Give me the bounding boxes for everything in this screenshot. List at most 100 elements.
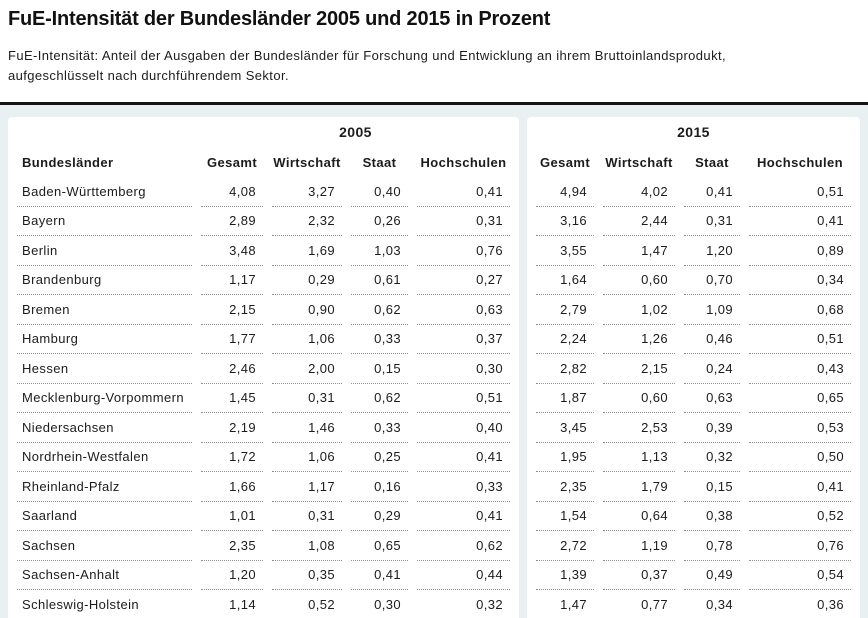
value-cell-2015: 0,41 bbox=[749, 207, 851, 236]
subtitle-line-1: FuE-Intensität: Anteil der Ausgaben der … bbox=[8, 48, 726, 63]
value-cell-2015: 0,77 bbox=[603, 590, 675, 618]
value-cell-2005: 0,31 bbox=[272, 384, 342, 413]
value-cell-2015: 0,49 bbox=[684, 561, 740, 590]
table-row: Saarland 1,01 0,31 0,29 0,41 bbox=[17, 502, 510, 531]
table-row: 1,95 1,13 0,32 0,50 bbox=[536, 443, 851, 472]
value-cell-2005: 1,06 bbox=[272, 443, 342, 472]
value-cell-2015: 1,64 bbox=[536, 266, 594, 295]
page-title: FuE-Intensität der Bundesländer 2005 und… bbox=[8, 8, 551, 30]
state-name: Schleswig-Holstein bbox=[17, 590, 192, 618]
value-cell-2015: 2,82 bbox=[536, 354, 594, 384]
value-cell-2005: 0,44 bbox=[417, 561, 510, 590]
value-cell-2015: 0,46 bbox=[684, 325, 740, 354]
state-name: Rheinland-Pfalz bbox=[17, 472, 192, 502]
value-cell-2005: 0,33 bbox=[417, 472, 510, 502]
value-cell-2005: 2,46 bbox=[201, 354, 263, 384]
group-header-row-2005: 2005 bbox=[17, 117, 510, 147]
value-cell-2005: 0,63 bbox=[417, 295, 510, 325]
value-cell-2005: 3,48 bbox=[201, 236, 263, 266]
state-name: Brandenburg bbox=[17, 266, 192, 295]
value-cell-2015: 3,16 bbox=[536, 207, 594, 236]
value-cell-2005: 1,14 bbox=[201, 590, 263, 618]
value-cell-2005: 2,00 bbox=[272, 354, 342, 384]
value-cell-2005: 2,15 bbox=[201, 295, 263, 325]
header: FuE-Intensität der Bundesländer 2005 und… bbox=[0, 0, 868, 86]
value-cell-2005: 0,41 bbox=[417, 177, 510, 207]
value-cell-2005: 0,35 bbox=[272, 561, 342, 590]
table-row: Baden-Württemberg 4,08 3,27 0,40 0,41 bbox=[17, 177, 510, 207]
state-name: Sachsen bbox=[17, 531, 192, 561]
value-cell-2005: 0,41 bbox=[351, 561, 408, 590]
table-row: Schleswig-Holstein 1,14 0,52 0,30 0,32 bbox=[17, 590, 510, 618]
value-cell-2015: 0,68 bbox=[749, 295, 851, 325]
page-subtitle: FuE-Intensität: Anteil der Ausgaben der … bbox=[8, 46, 860, 86]
value-cell-2005: 0,16 bbox=[351, 472, 408, 502]
value-cell-2015: 0,38 bbox=[684, 502, 740, 531]
subtitle-line-2: aufgeschlüsselt nach durchführendem Sekt… bbox=[8, 68, 289, 83]
value-cell-2005: 0,26 bbox=[351, 207, 408, 236]
value-cell-2005: 1,66 bbox=[201, 472, 263, 502]
table-card-2015: 2015 Gesamt Wirtschaft Staat Hochschulen… bbox=[527, 117, 860, 618]
value-cell-2005: 2,32 bbox=[272, 207, 342, 236]
value-cell-2015: 4,94 bbox=[536, 177, 594, 207]
value-cell-2015: 0,37 bbox=[603, 561, 675, 590]
value-cell-2005: 0,62 bbox=[351, 295, 408, 325]
value-cell-2005: 0,40 bbox=[417, 413, 510, 443]
table-row: Hamburg 1,77 1,06 0,33 0,37 bbox=[17, 325, 510, 354]
value-cell-2015: 1,13 bbox=[603, 443, 675, 472]
table-row: 3,16 2,44 0,31 0,41 bbox=[536, 207, 851, 236]
value-cell-2005: 1,72 bbox=[201, 443, 263, 472]
table-2005: 2005 Bundesländer Gesamt Wirtschaft Staa… bbox=[8, 117, 519, 618]
state-name: Mecklenburg-Vorpommern bbox=[17, 384, 192, 413]
value-cell-2015: 0,43 bbox=[749, 354, 851, 384]
value-cell-2015: 0,52 bbox=[749, 502, 851, 531]
value-cell-2005: 0,61 bbox=[351, 266, 408, 295]
group-header-2005: 2005 bbox=[339, 124, 372, 140]
table-row: 2,24 1,26 0,46 0,51 bbox=[536, 325, 851, 354]
table-row: Niedersachsen 2,19 1,46 0,33 0,40 bbox=[17, 413, 510, 443]
table-row: Bremen 2,15 0,90 0,62 0,63 bbox=[17, 295, 510, 325]
table-row: 4,94 4,02 0,41 0,51 bbox=[536, 177, 851, 207]
value-cell-2005: 2,89 bbox=[201, 207, 263, 236]
value-cell-2005: 0,41 bbox=[417, 502, 510, 531]
value-cell-2005: 0,33 bbox=[351, 413, 408, 443]
value-cell-2015: 0,51 bbox=[749, 177, 851, 207]
value-cell-2005: 1,06 bbox=[272, 325, 342, 354]
table-row: Sachsen-Anhalt 1,20 0,35 0,41 0,44 bbox=[17, 561, 510, 590]
value-cell-2015: 0,60 bbox=[603, 266, 675, 295]
value-cell-2005: 0,37 bbox=[417, 325, 510, 354]
value-cell-2005: 0,52 bbox=[272, 590, 342, 618]
value-cell-2015: 1,20 bbox=[684, 236, 740, 266]
value-cell-2015: 1,47 bbox=[603, 236, 675, 266]
state-name: Niedersachsen bbox=[17, 413, 192, 443]
value-cell-2015: 0,31 bbox=[684, 207, 740, 236]
value-cell-2005: 0,30 bbox=[417, 354, 510, 384]
value-cell-2015: 3,55 bbox=[536, 236, 594, 266]
column-header-staat-2005: Staat bbox=[362, 154, 397, 170]
column-header-hochschulen-2015: Hochschulen bbox=[756, 154, 844, 170]
table-row: Hessen 2,46 2,00 0,15 0,30 bbox=[17, 354, 510, 384]
table-row: Nordrhein-Westfalen 1,72 1,06 0,25 0,41 bbox=[17, 443, 510, 472]
value-cell-2015: 0,65 bbox=[749, 384, 851, 413]
value-cell-2005: 3,27 bbox=[272, 177, 342, 207]
divider-rule bbox=[0, 102, 868, 105]
value-cell-2015: 0,50 bbox=[749, 443, 851, 472]
value-cell-2015: 0,76 bbox=[749, 531, 851, 561]
value-cell-2005: 1,77 bbox=[201, 325, 263, 354]
value-cell-2015: 4,02 bbox=[603, 177, 675, 207]
value-cell-2005: 0,65 bbox=[351, 531, 408, 561]
value-cell-2015: 2,15 bbox=[603, 354, 675, 384]
table-card-2005: 2005 Bundesländer Gesamt Wirtschaft Staa… bbox=[8, 117, 519, 618]
column-header-row-2015: Gesamt Wirtschaft Staat Hochschulen bbox=[536, 147, 851, 177]
value-cell-2015: 1,87 bbox=[536, 384, 594, 413]
value-cell-2015: 0,15 bbox=[684, 472, 740, 502]
state-name: Sachsen-Anhalt bbox=[17, 561, 192, 590]
value-cell-2015: 2,79 bbox=[536, 295, 594, 325]
value-cell-2015: 0,70 bbox=[684, 266, 740, 295]
table-row: 2,79 1,02 1,09 0,68 bbox=[536, 295, 851, 325]
column-header-wirtschaft-2015: Wirtschaft bbox=[605, 154, 673, 170]
value-cell-2015: 0,54 bbox=[749, 561, 851, 590]
table-row: 3,55 1,47 1,20 0,89 bbox=[536, 236, 851, 266]
value-cell-2005: 2,35 bbox=[201, 531, 263, 561]
group-header-2015: 2015 bbox=[677, 124, 710, 140]
